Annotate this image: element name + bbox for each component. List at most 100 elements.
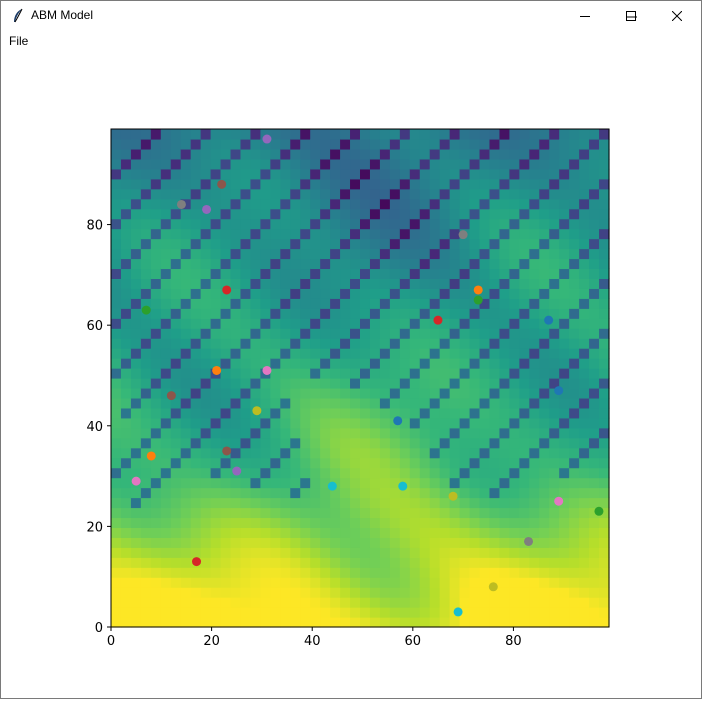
heatmap-cell: [559, 617, 570, 628]
heatmap-cell: [469, 507, 481, 519]
heatmap-cell: [140, 407, 152, 419]
heatmap-cell: [419, 338, 431, 349]
heatmap-cell: [330, 417, 341, 429]
heatmap-cell: [419, 447, 431, 459]
heatmap-cell: [489, 278, 501, 289]
heatmap-cell: [559, 417, 570, 429]
heatmap-cell: [469, 288, 481, 299]
heatmap-cell: [459, 487, 471, 499]
heatmap-cell: [559, 587, 570, 598]
heatmap-cell: [130, 178, 142, 190]
heatmap-cell: [230, 487, 242, 499]
heatmap-cell: [429, 577, 441, 588]
heatmap-cell: [479, 308, 491, 319]
heatmap-cell: [140, 567, 152, 578]
heatmap-cell: [569, 138, 580, 150]
heatmap-cell: [120, 397, 132, 409]
heatmap-cell: [529, 318, 540, 329]
heatmap-cell: [350, 129, 361, 140]
heatmap-cell: [599, 447, 610, 459]
heatmap-cell: [230, 328, 242, 339]
heatmap-cell: [310, 517, 321, 528]
heatmap-cell: [579, 298, 590, 309]
minimize-control[interactable]: [562, 0, 608, 31]
heatmap-cell: [479, 188, 491, 200]
heatmap-cell: [439, 587, 451, 598]
heatmap-cell: [519, 477, 530, 489]
heatmap-cell: [290, 397, 301, 409]
heatmap-cell: [479, 228, 491, 240]
heatmap-cell: [180, 318, 192, 329]
heatmap-cell: [160, 198, 172, 210]
heatmap-cell: [399, 338, 411, 349]
menu-file[interactable]: File: [9, 34, 29, 48]
heatmap-cell: [300, 198, 311, 210]
heatmap-cell: [170, 158, 182, 170]
heatmap-cell: [200, 258, 212, 270]
heatmap-cell: [599, 218, 610, 230]
heatmap-cell: [320, 397, 331, 409]
heatmap-cell: [419, 567, 431, 578]
heatmap-cell: [310, 557, 321, 568]
heatmap-cell: [369, 447, 381, 459]
heatmap-cell: [379, 168, 391, 180]
heatmap-cell: [340, 298, 351, 309]
heatmap-cell: [469, 517, 481, 528]
heatmap-cell: [369, 168, 381, 180]
heatmap-cell: [260, 258, 271, 270]
heatmap-cell: [200, 348, 212, 359]
heatmap-cell: [310, 477, 321, 489]
heatmap-cell: [150, 617, 162, 628]
heatmap-cell: [290, 378, 301, 389]
heatmap-cell: [579, 587, 590, 598]
heatmap-cell: [330, 278, 341, 289]
heatmap-cell: [230, 218, 242, 230]
heatmap-cell: [230, 587, 242, 598]
heatmap-cell: [489, 228, 501, 240]
heatmap-cell: [589, 517, 600, 528]
heatmap-cell: [539, 368, 550, 379]
heatmap-cell: [379, 248, 391, 260]
heatmap-cell: [459, 138, 471, 150]
heatmap-cell: [120, 228, 132, 240]
maximize-button[interactable]: [608, 0, 654, 31]
heatmap-cell: [599, 387, 610, 399]
heatmap-cell: [449, 338, 461, 349]
heatmap-cell: [539, 158, 550, 170]
heatmap-cell: [589, 228, 600, 240]
heatmap-cell: [290, 447, 301, 459]
agent-point: [473, 285, 483, 295]
heatmap-cell: [260, 238, 271, 250]
heatmap-cell: [250, 477, 261, 489]
heatmap-cell: [539, 527, 550, 538]
heatmap-cell: [320, 148, 331, 160]
heatmap-cell: [130, 208, 142, 220]
heatmap-cell: [290, 158, 301, 170]
heatmap-cell: [340, 597, 351, 608]
heatmap-cell: [569, 328, 580, 339]
heatmap-cell: [469, 318, 481, 329]
heatmap-cell: [130, 607, 142, 618]
close-button[interactable]: [654, 0, 700, 31]
heatmap-cell: [300, 487, 311, 499]
heatmap-cell: [409, 218, 421, 230]
heatmap-cell: [140, 168, 152, 180]
heatmap-cell: [389, 567, 401, 578]
heatmap-cell: [489, 587, 501, 598]
heatmap-cell: [449, 168, 461, 180]
heatmap-cell: [509, 228, 520, 240]
heatmap-cell: [270, 228, 281, 240]
heatmap-cell: [589, 387, 600, 399]
heatmap-cell: [330, 427, 341, 439]
heatmap-cell: [300, 597, 311, 608]
heatmap-cell: [140, 158, 152, 170]
heatmap-cell: [330, 387, 341, 399]
heatmap-cell: [120, 437, 132, 449]
heatmap-cell: [111, 467, 122, 479]
heatmap-cell: [260, 567, 271, 578]
heatmap-cell: [150, 198, 162, 210]
heatmap-cell: [509, 387, 520, 399]
heatmap-cell: [260, 417, 271, 429]
heatmap-cell: [280, 198, 291, 210]
heatmap-cell: [479, 547, 491, 558]
